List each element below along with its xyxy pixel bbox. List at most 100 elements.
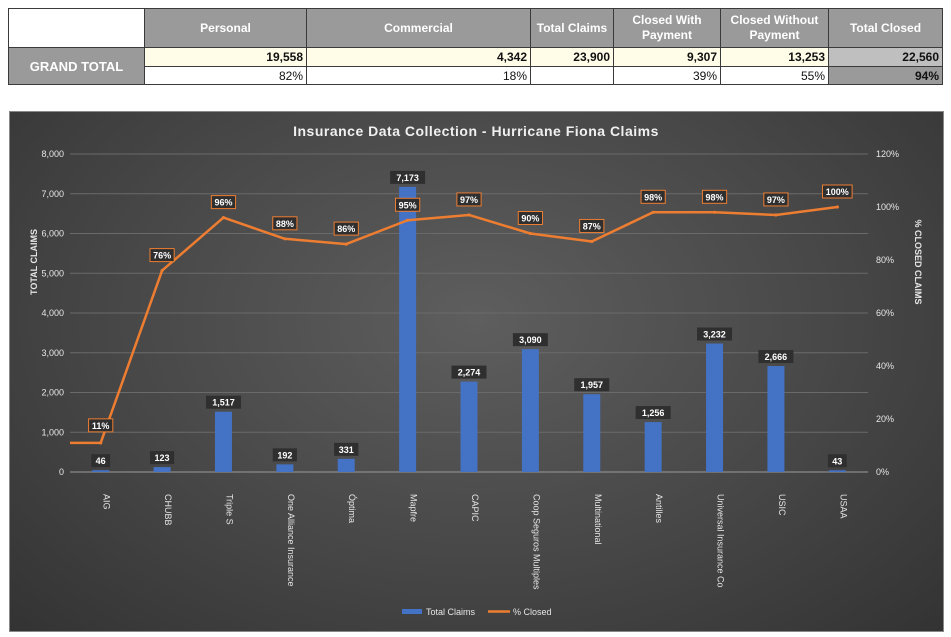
bar-label: 331 xyxy=(339,445,354,455)
line-label: 97% xyxy=(460,195,478,205)
bar-label: 1,957 xyxy=(581,380,604,390)
bar-label: 2,274 xyxy=(458,368,481,378)
y-tick-label: 8,000 xyxy=(41,149,64,159)
bar-label-box xyxy=(574,378,610,392)
category-label: USIC xyxy=(777,494,787,516)
bar-label: 192 xyxy=(277,450,292,460)
percent-closed-with-payment: 39% xyxy=(613,66,721,85)
category-label: Mapfre xyxy=(409,494,419,522)
line-point-9 xyxy=(651,210,655,214)
bar-label: 1,517 xyxy=(212,398,235,408)
line-point-0 xyxy=(99,441,103,445)
line-label-box xyxy=(517,211,543,225)
value-personal: 19,558 xyxy=(144,47,307,67)
bar-label-box xyxy=(205,395,241,409)
y-tick-label: 6,000 xyxy=(41,229,64,239)
line-label: 76% xyxy=(153,251,171,261)
y2-axis-ticks: 0% 20% 40% 60% 80% 100% 120% xyxy=(876,149,899,477)
category-label: CHUBB xyxy=(163,494,173,526)
line-point-3 xyxy=(283,237,287,241)
line-point-1 xyxy=(160,269,164,273)
bar-label: 2,666 xyxy=(765,352,788,362)
value-closed-with-payment: 9,307 xyxy=(613,47,721,67)
header-personal: Personal xyxy=(144,8,307,48)
bar-label-box xyxy=(512,333,548,347)
category-label: Coop Seguros Multiples xyxy=(531,494,541,590)
line-label-box xyxy=(579,218,605,233)
bar-data-labels: 46 123 1,517 192 331 7,173 2,274 3,090 1,957 1,25… xyxy=(91,170,847,468)
y-tick-label: 5,000 xyxy=(41,268,64,278)
line-label: 88% xyxy=(276,219,294,229)
y2-axis-title: % CLOSED CLAIMS xyxy=(913,219,923,304)
line-point-7 xyxy=(528,231,532,236)
line-label: 100% xyxy=(826,187,849,197)
bar-3 xyxy=(276,464,294,472)
y-tick-label: 3,000 xyxy=(41,348,64,358)
line-percent-closed xyxy=(70,205,839,445)
grand-total-label: GRAND TOTAL xyxy=(8,47,145,85)
line-point-6 xyxy=(467,213,471,217)
summary-percent-row: 82% 18% 39% 55% 94% xyxy=(9,66,943,85)
line-point-5 xyxy=(406,218,410,222)
bar-0 xyxy=(92,470,110,472)
y2-tick-label: 100% xyxy=(876,202,899,212)
y2-tick-label: 40% xyxy=(876,361,894,371)
bar-label: 46 xyxy=(96,456,106,466)
y-tick-label: 7,000 xyxy=(41,189,64,199)
y2-tick-label: 0% xyxy=(876,467,889,477)
bar-label-box xyxy=(272,448,297,462)
bar-label-box xyxy=(697,327,733,341)
bar-label: 123 xyxy=(155,453,170,463)
category-labels: AIG CHUBB Triple S One Alliance Insurance Óp… xyxy=(102,494,849,590)
category-label: AIG xyxy=(102,494,112,510)
bar-label-box xyxy=(827,454,847,468)
chart-panel: Insurance Data Collection - Hurricane Fi… xyxy=(9,111,944,632)
bar-label: 3,232 xyxy=(703,330,726,340)
line-label-box xyxy=(395,197,421,212)
bar-10 xyxy=(706,343,724,472)
y-tick-label: 0 xyxy=(59,467,64,477)
line-point-12 xyxy=(835,205,839,209)
legend-swatch-total-claims xyxy=(402,609,422,614)
bar-label-box xyxy=(635,406,671,420)
line-label-box xyxy=(456,192,482,207)
category-label: USAA xyxy=(838,494,848,519)
combo-chart: Insurance Data Collection - Hurricane Fi… xyxy=(29,123,923,617)
summary-table: Personal Commercial Total Claims Closed … xyxy=(8,8,943,85)
line-label-box xyxy=(822,184,853,199)
value-commercial: 4,342 xyxy=(306,47,531,67)
bar-label: 1,256 xyxy=(642,408,665,418)
bar-8 xyxy=(583,394,601,472)
line-label-box xyxy=(88,418,114,433)
header-closed-without-payment: Closed Without Payment xyxy=(720,8,829,48)
line-label-box xyxy=(333,221,359,236)
header-total-claims: Total Claims xyxy=(530,8,614,48)
y2-tick-label: 120% xyxy=(876,149,899,159)
bar-label: 7,173 xyxy=(396,173,419,183)
y-tick-label: 4,000 xyxy=(41,308,64,318)
category-label: Triple S xyxy=(224,494,234,525)
line-point-8 xyxy=(590,239,594,244)
bar-label-box xyxy=(91,454,111,468)
category-label: Multinational xyxy=(593,494,603,545)
line-label: 90% xyxy=(521,214,539,224)
line-label: 86% xyxy=(337,224,355,234)
summary-header-row: Personal Commercial Total Claims Closed … xyxy=(8,8,943,48)
value-total-claims: 23,900 xyxy=(530,47,614,67)
line-label-box xyxy=(640,189,666,204)
line-point-11 xyxy=(774,213,778,217)
y-axis-ticks: 0 1,000 2,000 3,000 4,000 5,000 6,000 7,000 8,00… xyxy=(41,149,64,477)
line-label: 96% xyxy=(214,198,232,208)
line-label: 11% xyxy=(92,421,110,431)
bar-label-box xyxy=(758,350,794,364)
line-label: 97% xyxy=(767,195,785,205)
header-commercial: Commercial xyxy=(306,8,531,48)
bar-label-box xyxy=(390,170,426,184)
header-closed-with-payment: Closed With Payment xyxy=(613,8,721,48)
line-label-box xyxy=(272,216,298,231)
y-tick-label: 2,000 xyxy=(41,388,64,398)
bar-label-box xyxy=(334,442,359,456)
summary-values-row: GRAND TOTAL 19,558 4,342 23,900 9,307 13… xyxy=(8,47,943,85)
chart-legend: Total Claims % Closed xyxy=(402,607,552,617)
category-label: Óptima xyxy=(347,494,357,523)
